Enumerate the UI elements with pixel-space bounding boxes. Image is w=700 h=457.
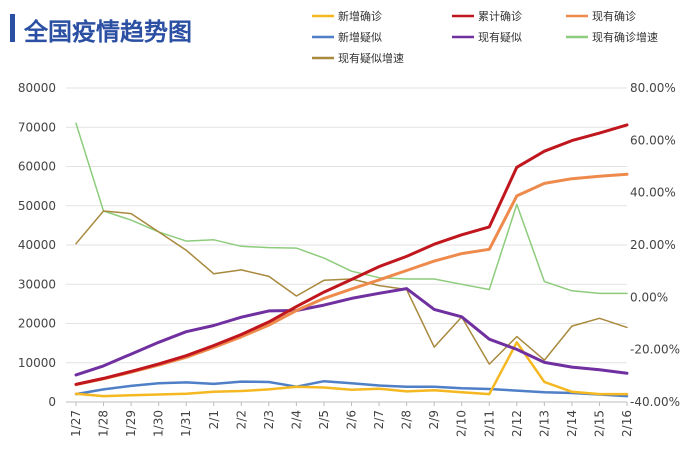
x-tick-label: 2/7 bbox=[372, 410, 386, 429]
right-axis-tick-label: -20.00% bbox=[630, 343, 680, 357]
legend-label: 现有确诊 bbox=[592, 9, 636, 23]
legend-label: 新增确诊 bbox=[338, 9, 382, 23]
x-tick-label: 2/5 bbox=[317, 410, 331, 429]
series-lines bbox=[74, 122, 629, 398]
right-axis-tick-label: -40.00% bbox=[630, 395, 680, 409]
x-tick-label: 2/11 bbox=[482, 410, 496, 437]
left-axis-tick-label: 60000 bbox=[18, 160, 56, 174]
legend-label: 现有疑似 bbox=[478, 30, 522, 44]
left-axis-ticks: 0 10000 20000 30000 40000 50000 60000 70000 8000… bbox=[18, 81, 56, 409]
right-axis-tick-label: 20.00% bbox=[630, 238, 676, 252]
x-tick-label: 2/3 bbox=[262, 410, 276, 429]
left-axis-tick-label: 70000 bbox=[18, 120, 56, 134]
left-axis-tick-label: 50000 bbox=[18, 199, 56, 213]
x-tick-label: 2/12 bbox=[510, 410, 524, 437]
left-axis-tick-label: 80000 bbox=[18, 81, 56, 95]
legend-label: 现有确诊增速 bbox=[592, 30, 658, 44]
x-tick-label: 2/6 bbox=[345, 410, 359, 429]
x-tick-label: 2/15 bbox=[592, 410, 606, 437]
x-tick-label: 2/1 bbox=[207, 410, 221, 429]
x-tick-label: 2/8 bbox=[400, 410, 414, 429]
x-tick-label: 1/31 bbox=[179, 410, 193, 437]
x-tick-label: 1/29 bbox=[124, 410, 138, 437]
right-axis-tick-label: 60.00% bbox=[630, 133, 676, 147]
x-axis-ticks: 1/27 1/28 1/29 1/30 1/31 2/1 2/2 2/3 2/4 2/5 2/6 2/… bbox=[69, 402, 634, 437]
series-line bbox=[74, 123, 629, 386]
right-axis-tick-label: 80.00% bbox=[630, 81, 676, 95]
legend-label: 累计确诊 bbox=[478, 9, 522, 23]
right-axis-ticks: -40.00% -20.00% 0.00% 20.00% 40.00% 60.00% 80.… bbox=[630, 81, 680, 409]
series-line bbox=[75, 122, 628, 295]
x-tick-label: 1/30 bbox=[152, 410, 166, 437]
x-tick-label: 2/13 bbox=[537, 410, 551, 437]
left-axis-tick-label: 10000 bbox=[18, 356, 56, 370]
left-axis-tick-label: 30000 bbox=[18, 277, 56, 291]
right-axis-tick-label: 40.00% bbox=[630, 186, 676, 200]
left-axis-tick-label: 20000 bbox=[18, 317, 56, 331]
x-tick-label: 2/16 bbox=[620, 410, 634, 437]
series-line bbox=[74, 287, 629, 377]
x-tick-label: 2/9 bbox=[427, 410, 441, 429]
x-tick-label: 2/2 bbox=[234, 410, 248, 429]
chart-title: 全国疫情趋势图 bbox=[23, 18, 192, 46]
legend-label: 现有疑似增速 bbox=[338, 51, 404, 65]
x-tick-label: 2/14 bbox=[565, 410, 579, 437]
x-tick-label: 2/4 bbox=[289, 410, 303, 429]
x-tick-label: 1/28 bbox=[97, 410, 111, 437]
grid-lines bbox=[66, 87, 627, 403]
x-tick-label: 2/10 bbox=[455, 410, 469, 437]
series-line bbox=[74, 341, 629, 398]
left-axis-tick-label: 40000 bbox=[18, 238, 56, 252]
right-axis-tick-label: 0.00% bbox=[630, 290, 668, 304]
title-accent-bar bbox=[10, 14, 15, 42]
x-tick-label: 1/27 bbox=[69, 410, 83, 437]
legend-label: 新增疑似 bbox=[338, 30, 382, 44]
series-line bbox=[74, 379, 629, 398]
left-axis-tick-label: 0 bbox=[48, 395, 56, 409]
